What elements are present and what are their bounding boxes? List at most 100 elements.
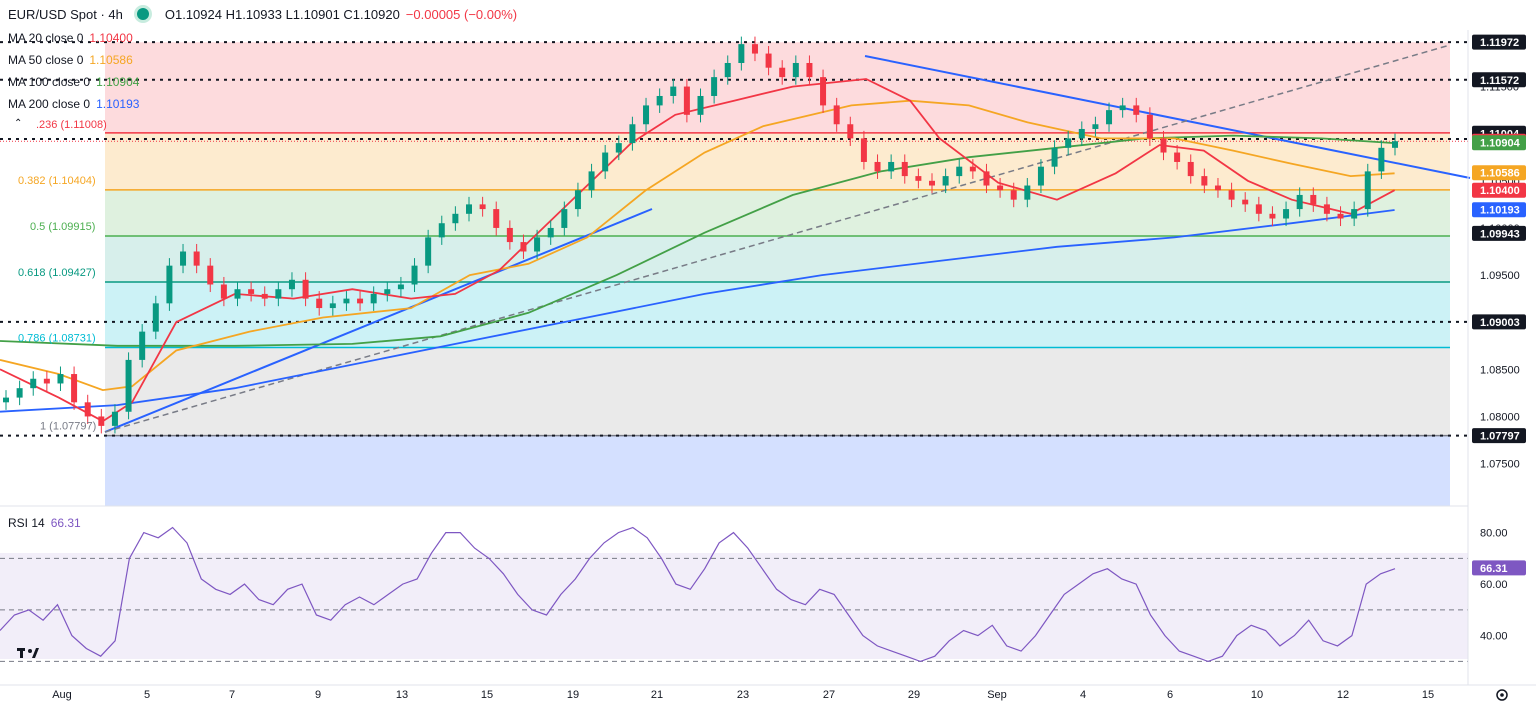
candle-body	[1378, 147, 1385, 172]
candle-body	[1351, 209, 1358, 219]
rsi-badge-box	[1472, 560, 1526, 576]
settings-gear-icon[interactable]	[1496, 689, 1508, 701]
candle-body	[1160, 138, 1167, 153]
price-badge-box	[1472, 72, 1526, 88]
ma100-legend[interactable]: MA 100 close 0 1.10904	[8, 75, 139, 89]
candle-body	[1242, 199, 1249, 205]
x-tick-label: 12	[1337, 689, 1349, 701]
candle-body	[629, 124, 636, 144]
candle-body	[98, 416, 105, 426]
symbol-title[interactable]: EUR/USD Spot · 4h	[8, 6, 123, 22]
candle-body	[1133, 105, 1140, 115]
candle-body	[1174, 152, 1181, 162]
candle-body	[602, 152, 609, 172]
candle-body	[683, 86, 690, 115]
ma100-label: MA 100 close 0	[8, 75, 91, 89]
x-tick-label: 23	[737, 689, 749, 701]
y-tick-label: 1.07500	[1480, 459, 1520, 471]
candle-body	[574, 190, 581, 210]
x-tick-label: Aug	[52, 689, 72, 701]
candle-body	[779, 67, 786, 78]
x-tick-label: Sep	[987, 689, 1007, 701]
candle-body	[997, 185, 1004, 191]
trend-lines	[104, 44, 1471, 433]
candle-body	[71, 374, 78, 403]
rsi-label: RSI 14	[8, 516, 45, 530]
x-axis-ticks: Aug 5 7 9 13 15 19 21 23 27 29 Sep 4 6 10 12 15	[52, 689, 1434, 701]
resistance-trendline	[864, 55, 1471, 179]
price-badge-box	[1472, 225, 1526, 241]
candle-body	[1078, 128, 1085, 139]
x-tick-label: 6	[1167, 689, 1173, 701]
candle-body	[1051, 147, 1058, 167]
candle-body	[1214, 185, 1221, 191]
candle-body	[288, 279, 295, 290]
price-change: −0.00005 (−0.00%)	[405, 6, 518, 22]
candle-body	[643, 105, 650, 125]
price-badge-label: 1.10586	[1480, 168, 1520, 180]
candle-body	[411, 265, 418, 285]
rsi-badge-label: 66.31	[1480, 563, 1508, 575]
candle-body	[302, 279, 309, 299]
candle-body	[493, 209, 500, 228]
y-tick-label: 1.08500	[1480, 364, 1520, 376]
x-tick-label: 27	[823, 689, 835, 701]
candle-body	[1323, 204, 1330, 214]
candle-body	[561, 209, 568, 228]
rsi-band	[0, 553, 1468, 659]
price-badge-box	[1472, 165, 1526, 181]
candle-body	[275, 289, 282, 299]
ma50-legend[interactable]: MA 50 close 0 1.10586	[8, 53, 133, 67]
candle-body	[847, 124, 854, 139]
candle-body	[1228, 190, 1235, 200]
candle-body	[384, 289, 391, 294]
ma200-legend[interactable]: MA 200 close 0 1.10193	[8, 97, 139, 111]
fib-label-0.786: 0.786 (1.08731)	[18, 333, 96, 345]
candle-body	[588, 171, 595, 191]
candle-body	[724, 62, 731, 78]
collapse-legend-icon[interactable]: ⌃	[14, 118, 23, 129]
candle-body	[697, 95, 704, 115]
candle-body	[1392, 141, 1398, 148]
candles	[3, 36, 1398, 434]
candle-body	[520, 242, 527, 252]
candle-body	[370, 293, 377, 304]
price-badge-label: 1.11572	[1480, 75, 1519, 87]
candle-body	[942, 176, 949, 186]
candle-body	[193, 251, 200, 266]
x-tick-label: 19	[567, 689, 579, 701]
ma200-line	[0, 209, 1395, 413]
candle-body	[397, 284, 404, 290]
price-badge-box	[1472, 182, 1526, 198]
candle-body	[43, 378, 50, 384]
fib-label-1: 1 (1.07797)	[40, 421, 96, 433]
candle-body	[506, 227, 513, 243]
ma20-line	[0, 78, 1396, 423]
candle-body	[248, 289, 255, 294]
x-tick-label: 4	[1080, 689, 1086, 701]
candle-body	[1296, 194, 1303, 210]
candle-body	[180, 251, 187, 266]
price-badge-label: 1.10193	[1480, 205, 1520, 217]
ma200-label: MA 200 close 0	[8, 97, 91, 111]
rsi-line	[0, 526, 1396, 663]
price-badge-label: 1.10400	[1480, 185, 1520, 197]
candle-body	[84, 402, 91, 417]
candle-body	[1065, 138, 1072, 148]
price-badge-label: 1.09003	[1480, 317, 1520, 329]
moving-averages	[0, 78, 1396, 423]
fib-label-0.382: 0.382 (1.10404)	[18, 175, 96, 187]
candle-body	[111, 411, 118, 426]
candle-body	[1310, 194, 1317, 205]
candle-body	[479, 204, 486, 210]
candle-body	[656, 95, 663, 106]
price-badge-label: 1.09943	[1480, 228, 1520, 240]
ma50-value: 1.10586	[89, 53, 133, 67]
ma20-label: MA 20 close 0	[8, 31, 84, 45]
rsi-legend[interactable]: RSI 14 66.31	[8, 516, 81, 530]
x-tick-label: 21	[651, 689, 663, 701]
candle-body	[438, 223, 445, 238]
ma20-legend[interactable]: MA 20 close 0 1.10400	[8, 31, 133, 45]
fib-zone-0	[105, 42, 1450, 133]
